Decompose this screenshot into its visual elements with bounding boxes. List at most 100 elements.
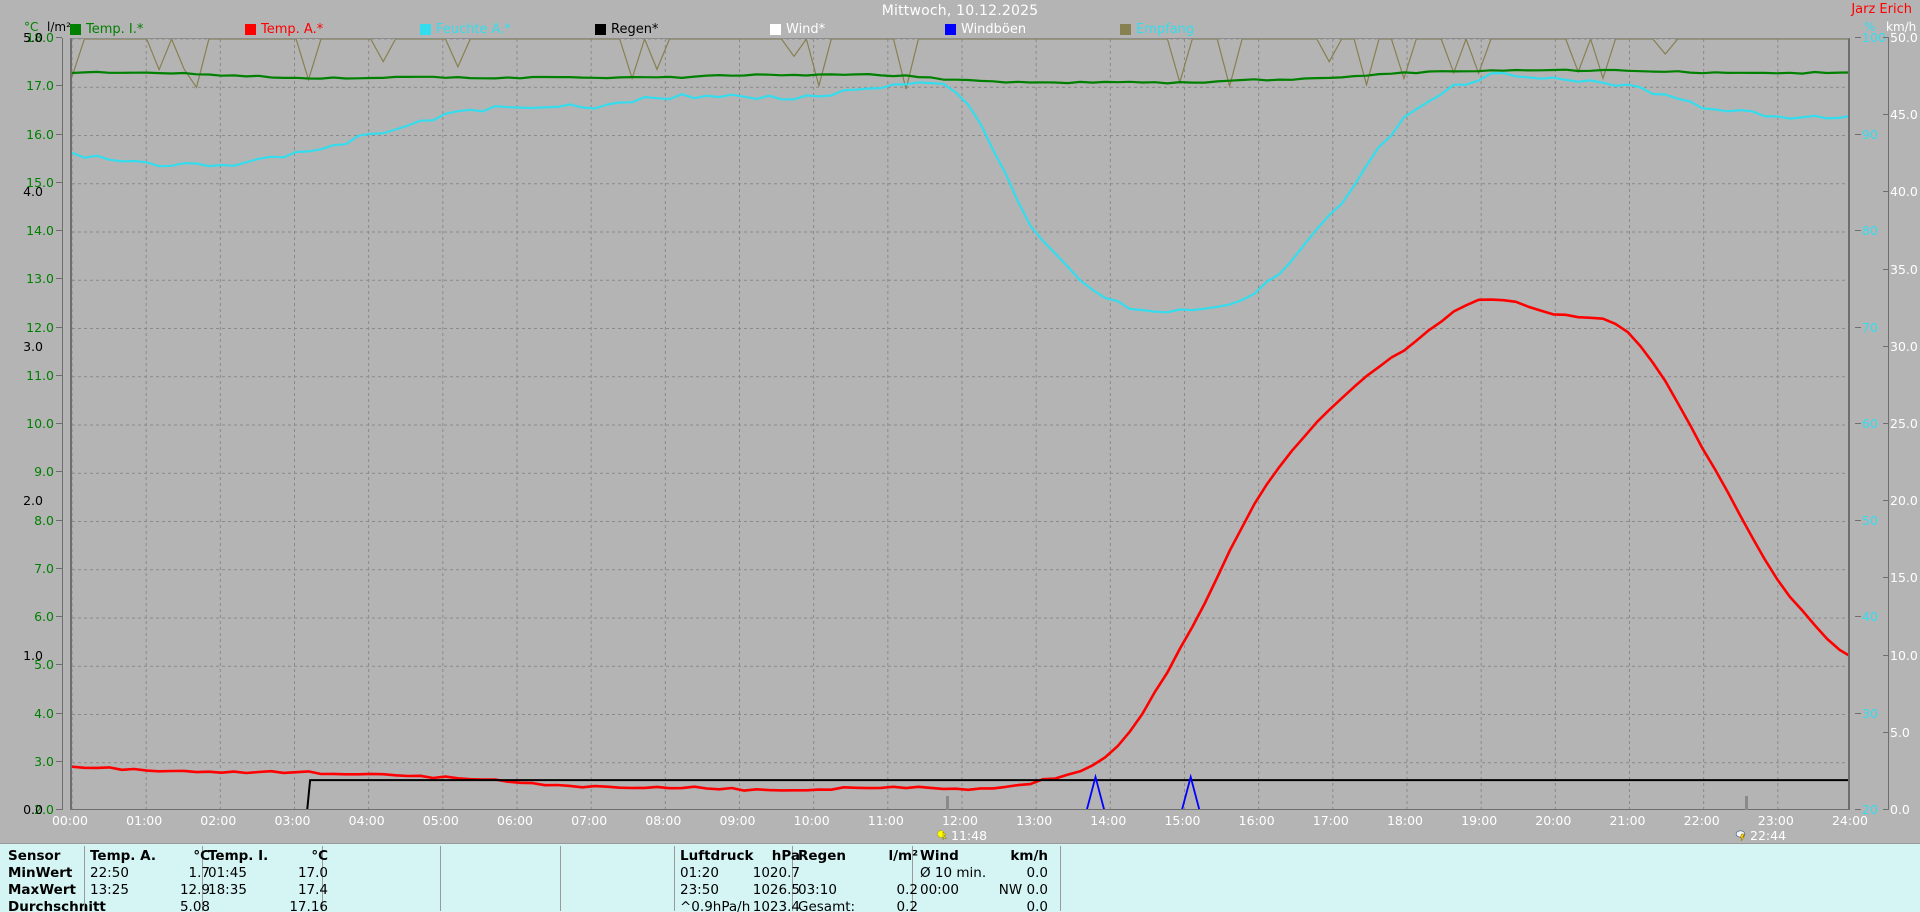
tick-label-rain: 1.0 — [23, 647, 43, 663]
tick-mark-celsius — [56, 37, 62, 38]
table-group-header-right: hPa — [771, 848, 800, 864]
tick-mark-celsius — [56, 230, 62, 231]
legend-swatch-icon — [1120, 24, 1131, 35]
tick-label-time: 22:00 — [1683, 813, 1720, 828]
table-avg-row-right: 1023.4 — [752, 899, 800, 912]
tick-label-wind: 5.0 — [1890, 724, 1910, 740]
sun-icon — [936, 829, 949, 842]
tick-label-wind: 20.0 — [1890, 493, 1918, 509]
table-min-row-right: 17.0 — [297, 865, 328, 881]
tick-label-humidity: 40 — [1862, 609, 1878, 624]
tick-label-time: 09:00 — [719, 813, 756, 828]
legend-label: Regen* — [611, 22, 659, 37]
table-row-label: Durchschnitt — [8, 899, 106, 912]
series-line-temp-aussen — [72, 298, 1848, 792]
tick-label-wind: 30.0 — [1890, 338, 1918, 354]
tick-label-wind: 50.0 — [1890, 30, 1918, 45]
tick-label-time: 08:00 — [645, 813, 682, 828]
tick-label-time: 16:00 — [1238, 813, 1275, 828]
table-avg-row-right: 0.0 — [1026, 899, 1048, 912]
table-divider — [84, 846, 85, 911]
table-group-header-left: Luftdruck — [680, 848, 754, 864]
tick-label-celsius: 17.0 — [26, 78, 54, 94]
tick-mark-humidity — [1855, 133, 1861, 135]
table-min-row-left: Ø 10 min. — [920, 865, 987, 881]
table-divider — [322, 846, 323, 911]
legend-item-wind[interactable]: Wind* — [770, 22, 825, 37]
table-max-row-right: 1026.5 — [752, 882, 800, 898]
series-line-temp-innen — [72, 68, 1848, 85]
tick-mark-celsius — [56, 85, 62, 87]
legend-label: Wind* — [786, 22, 826, 37]
table-avg-row-right: 5.08 — [179, 899, 210, 912]
tick-mark-humidity — [1855, 616, 1861, 617]
table-min-row-right: 1.7 — [188, 865, 210, 881]
legend-label: Windböen — [961, 22, 1027, 37]
tick-label-celsius: 11.0 — [26, 367, 54, 383]
tick-mark-celsius — [56, 326, 62, 328]
axis-unit-kmh: km/h — [1886, 20, 1917, 34]
tick-mark-wind — [1883, 345, 1889, 347]
legend-label: Temp. I.* — [86, 22, 144, 37]
tick-label-time: 11:00 — [867, 813, 904, 828]
tick-label-time: 15:00 — [1164, 813, 1201, 828]
series-gust-spike-1 — [1181, 773, 1201, 809]
tick-mark-wind — [1883, 191, 1889, 193]
tick-label-humidity: 90 — [1862, 126, 1878, 142]
tick-label-celsius: 13.0 — [26, 271, 54, 287]
table-max-row-left: 03:10 — [798, 882, 837, 898]
tick-label-humidity: 80 — [1862, 223, 1878, 238]
legend-item-feuchte-a[interactable]: Feuchte A.* — [420, 22, 511, 37]
table-group-header-right: °C — [193, 848, 210, 864]
legend-item-empfang[interactable]: Empfang — [1120, 22, 1194, 37]
legend-item-temp-i[interactable]: Temp. I.* — [70, 22, 143, 37]
table-divider — [792, 846, 793, 911]
tick-mark-celsius — [56, 519, 62, 521]
tick-label-time: 21:00 — [1609, 813, 1646, 828]
tick-label-time: 24:00 — [1831, 813, 1869, 828]
tick-mark-wind — [1883, 423, 1889, 424]
tick-label-celsius: 7.0 — [34, 560, 54, 576]
tick-label-time: 10:00 — [793, 813, 830, 828]
table-max-row-left: 00:00 — [920, 882, 959, 898]
table-divider — [912, 846, 913, 911]
tick-label-celsius: 6.0 — [34, 609, 54, 624]
legend-swatch-icon — [70, 24, 81, 35]
event-marker-1[interactable]: 22:44 — [1735, 828, 1786, 843]
tick-mark-celsius — [56, 567, 62, 569]
tick-mark-celsius — [56, 133, 62, 135]
legend-swatch-icon — [770, 24, 781, 35]
legend-item-regen[interactable]: Regen* — [595, 22, 658, 37]
table-group-header-left: Wind — [920, 848, 959, 864]
tick-label-time: 00:00 — [51, 813, 89, 828]
tick-mark-wind — [1883, 114, 1889, 116]
event-marker-time: 11:48 — [951, 828, 988, 843]
event-marker-0[interactable]: 11:48 — [936, 828, 987, 843]
tick-label-humidity: 50 — [1862, 512, 1878, 528]
legend-item-windb-en[interactable]: Windböen — [945, 22, 1026, 37]
legend-swatch-icon — [945, 24, 956, 35]
tick-mark-humidity — [1855, 230, 1861, 231]
tick-label-wind: 35.0 — [1890, 261, 1918, 277]
table-avg-row-right: 17.16 — [289, 899, 328, 912]
tick-mark-celsius — [56, 423, 62, 424]
legend-label: Feuchte A.* — [436, 22, 511, 37]
tick-mark-celsius — [56, 809, 62, 810]
tick-mark-celsius — [56, 712, 62, 714]
legend-swatch-icon — [420, 24, 431, 35]
tick-mark-humidity — [1855, 37, 1861, 38]
tick-label-celsius: 5.0 — [34, 657, 54, 673]
tick-label-time: 23:00 — [1757, 813, 1794, 828]
tick-mark-wind — [1883, 37, 1889, 38]
tick-label-celsius: 4.0 — [34, 705, 54, 721]
legend-item-temp-a[interactable]: Temp. A.* — [245, 22, 323, 37]
tick-mark-celsius — [56, 374, 62, 376]
grid-lines — [72, 39, 1848, 809]
tick-label-time: 20:00 — [1535, 813, 1572, 828]
tick-label-celsius: 9.0 — [34, 464, 54, 480]
event-marker-tick — [946, 796, 949, 810]
tick-label-time: 06:00 — [496, 813, 534, 828]
summary-table: Sensor MinWert MaxWert Durchschnitt Temp. A.… — [0, 843, 1920, 912]
chart-plot-area[interactable] — [70, 38, 1850, 810]
tick-mark-humidity — [1855, 326, 1861, 328]
